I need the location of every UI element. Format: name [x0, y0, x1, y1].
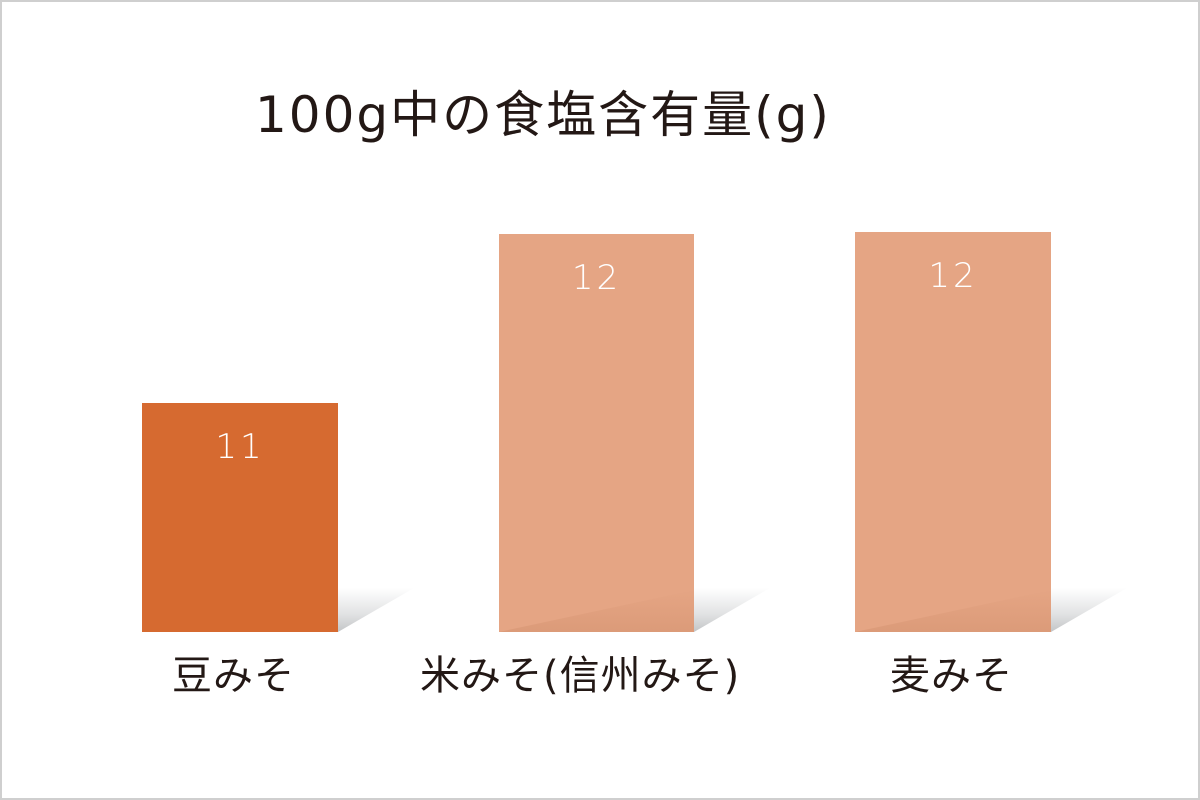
bar-kome-miso: 12 — [499, 234, 694, 632]
bar-value-label: 12 — [928, 256, 978, 296]
bar-shadow — [1051, 588, 1127, 632]
bar-mugi-miso: 12 — [855, 232, 1051, 632]
bar-value-label: 11 — [215, 427, 265, 467]
category-label-kome-miso: 米みそ(信州みそ) — [420, 653, 741, 699]
bar-value-label: 12 — [571, 258, 622, 298]
bar-group-kome-miso: 12 — [499, 234, 779, 632]
category-label-mame-miso: 豆みそ — [172, 653, 295, 699]
bar-group-mame-miso: 11 — [142, 403, 422, 632]
bar-mame-miso: 11 — [142, 403, 338, 632]
chart-title: 100g中の食塩含有量(g) — [255, 86, 831, 144]
bar-group-mugi-miso: 12 — [855, 232, 1135, 632]
bar-shade — [855, 590, 1051, 632]
bar-shade — [499, 590, 694, 632]
bar-shadow — [694, 588, 770, 632]
bar-shadow — [338, 588, 414, 632]
category-label-mugi-miso: 麦みそ — [890, 653, 1013, 699]
